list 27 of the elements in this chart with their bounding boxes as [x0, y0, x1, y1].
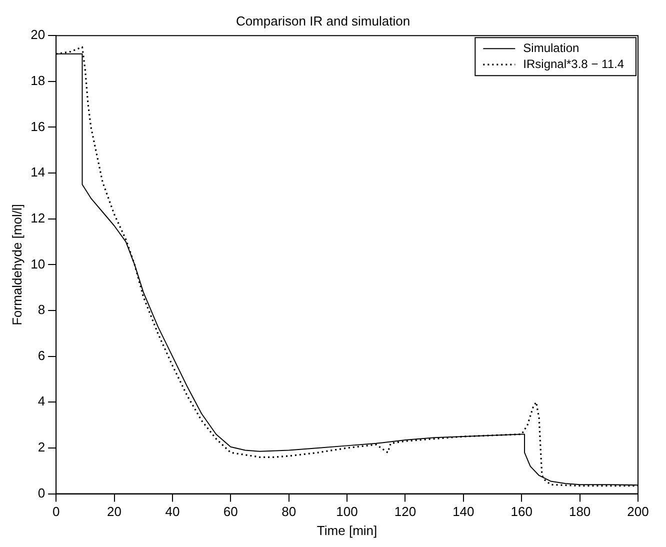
x-tick-label: 160 [510, 504, 532, 520]
y-tick-label: 14 [30, 164, 46, 180]
chart-title: Comparison IR and simulation [236, 13, 410, 28]
y-tick-label: 10 [30, 256, 46, 272]
y-tick-label: 8 [38, 302, 46, 318]
x-tick-label: 0 [52, 504, 60, 520]
y-tick-label: 20 [30, 27, 46, 42]
y-tick-label: 2 [38, 440, 46, 455]
x-tick-label: 20 [107, 504, 122, 520]
x-tick-label: 140 [452, 504, 474, 520]
x-tick-label: 200 [627, 504, 649, 520]
x-tick-label: 100 [336, 504, 358, 520]
y-tick-label: 4 [38, 394, 46, 409]
x-axis-title: Time [min] [316, 522, 378, 538]
x-tick-label: 120 [394, 504, 416, 520]
y-tick-label: 16 [30, 118, 46, 134]
x-tick-label: 60 [223, 504, 238, 520]
y-tick-label: 12 [30, 210, 46, 226]
y-axis-title: Formaldehyde [mol/l] [9, 204, 24, 326]
x-tick-label: 40 [165, 504, 180, 520]
x-tick-label: 180 [568, 504, 591, 520]
y-tick-label: 0 [38, 485, 46, 500]
y-tick-label: 18 [30, 73, 46, 88]
legend-label: IRsignal*3.8 − 11.4 [523, 56, 624, 71]
legend-label: Simulation [523, 40, 580, 55]
y-tick-label: 6 [38, 348, 46, 363]
x-tick-label: 80 [282, 504, 296, 520]
